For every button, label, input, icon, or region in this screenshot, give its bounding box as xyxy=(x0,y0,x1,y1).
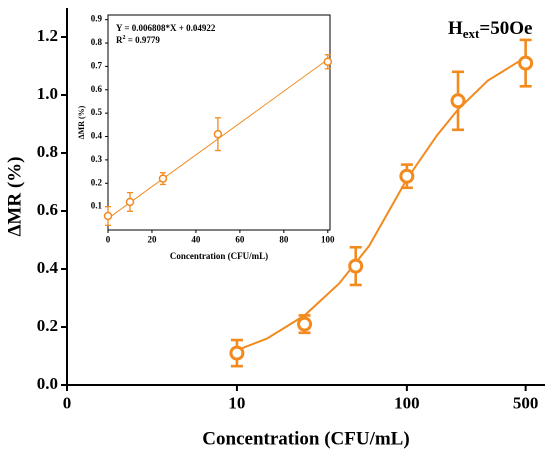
data-point xyxy=(450,93,466,109)
r-squared: R2 = 0.9779 xyxy=(116,35,160,45)
data-point xyxy=(323,57,333,66)
y-tick-label: 0.4 xyxy=(37,258,59,277)
y-tick-label: 0.6 xyxy=(91,84,103,94)
text-part: H xyxy=(448,18,463,39)
data-point xyxy=(297,316,313,332)
x-tick-label: 0 xyxy=(63,394,72,413)
y-tick-label: 0.3 xyxy=(91,154,103,164)
y-axis-label: ΔMR (%) xyxy=(77,105,86,139)
y-axis-label: ΔMR (%) xyxy=(4,157,25,237)
x-tick-label: 60 xyxy=(235,234,245,244)
x-tick-label: 80 xyxy=(279,234,289,244)
x-tick-label: 0 xyxy=(106,234,111,244)
x-tick-label: 40 xyxy=(191,234,201,244)
data-point xyxy=(399,168,415,184)
y-tick-label: 0.7 xyxy=(91,60,103,70)
y-tick-label: 0.8 xyxy=(37,142,58,161)
data-point xyxy=(348,258,364,274)
data-point xyxy=(125,197,135,207)
text-part: ext xyxy=(463,26,480,41)
y-tick-label: 0.0 xyxy=(37,374,58,393)
x-tick-label: 100 xyxy=(321,234,335,244)
text-part: = 0.9779 xyxy=(126,35,161,45)
x-tick-label: 100 xyxy=(394,394,420,413)
y-tick-label: 0.5 xyxy=(91,107,103,117)
y-tick-label: 0.1 xyxy=(91,201,103,211)
annotation: Hext=50Oe xyxy=(448,18,532,41)
y-tick-label: 1.0 xyxy=(37,84,58,103)
inset-frame xyxy=(107,14,331,231)
fit-line xyxy=(236,56,527,352)
text-part: =50Oe xyxy=(479,18,532,39)
y-tick-label: 0.9 xyxy=(91,14,103,24)
y-tick-label: 1.2 xyxy=(37,26,58,45)
x-tick-label: 500 xyxy=(513,394,539,413)
x-tick-label: 10 xyxy=(228,394,245,413)
y-tick-label: 0.4 xyxy=(91,131,103,141)
equation: Y = 0.006808*X + 0.04922 xyxy=(116,23,216,33)
x-tick-label: 20 xyxy=(147,234,157,244)
data-point xyxy=(229,345,245,361)
y-tick-label: 0.2 xyxy=(91,177,103,187)
x-axis-label: Concentration (CFU/mL) xyxy=(202,428,409,449)
data-point xyxy=(103,211,113,221)
y-tick-label: 0.6 xyxy=(37,200,58,219)
data-point xyxy=(158,174,168,183)
y-tick-label: 0.8 xyxy=(91,37,103,47)
text-part: 2 xyxy=(123,35,126,41)
y-tick-label: 0.2 xyxy=(37,316,58,335)
data-point xyxy=(213,129,223,139)
x-axis-label: Concentration (CFU/mL) xyxy=(170,251,268,261)
text-part: R xyxy=(116,35,123,45)
data-point xyxy=(518,55,534,71)
